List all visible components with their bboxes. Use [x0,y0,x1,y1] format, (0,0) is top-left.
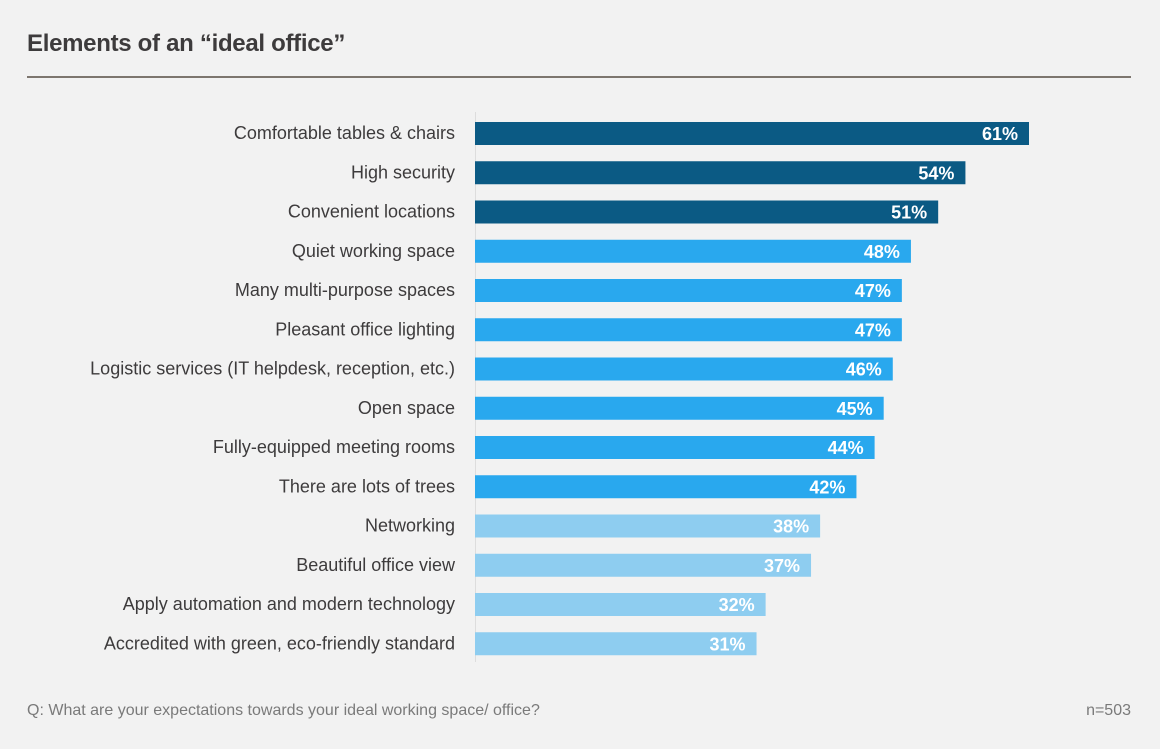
bar [475,475,857,499]
value-label: 47% [855,320,891,340]
value-label: 38% [773,517,809,537]
value-label: 37% [764,556,800,576]
category-label: Comfortable tables & chairs [234,123,455,143]
bar [475,514,821,538]
bar [475,632,757,656]
bar [475,161,966,185]
category-label: Beautiful office view [296,555,456,575]
value-label: 45% [837,399,873,419]
value-label: 47% [855,281,891,301]
bar [475,436,875,459]
sample-size: n=503 [1086,702,1131,719]
value-label: 32% [719,595,755,615]
value-label: 54% [918,163,954,183]
bar [475,239,911,263]
category-label: Apply automation and modern technology [123,594,455,614]
category-label: Networking [365,516,455,536]
value-label: 44% [828,438,864,458]
chart-title: Elements of an “ideal office” [27,30,346,57]
bar [475,593,766,616]
value-label: 61% [982,124,1018,144]
bar [475,200,939,224]
value-label: 42% [809,477,845,497]
value-label: 46% [846,360,882,380]
bar [475,122,1029,145]
category-label: Open space [358,398,455,418]
bar [475,279,902,302]
category-label: Pleasant office lighting [275,319,455,339]
title-divider [27,76,1131,78]
category-label: High security [351,162,455,182]
value-label: 31% [710,634,746,654]
category-label: Fully-equipped meeting rooms [213,437,455,457]
category-label: Convenient locations [288,202,455,222]
category-label: Quiet working space [292,241,455,261]
survey-question: Q: What are your expectations towards yo… [27,702,540,719]
value-label: 51% [891,203,927,223]
category-label: Many multi-purpose spaces [235,280,455,300]
value-label: 48% [864,242,900,262]
bar [475,318,902,342]
category-label: Logistic services (IT helpdesk, receptio… [90,359,455,379]
bar [475,396,884,420]
category-label: There are lots of trees [279,476,455,496]
category-label: Accredited with green, eco-friendly stan… [104,633,455,653]
bar [475,553,812,577]
bar [475,357,893,381]
